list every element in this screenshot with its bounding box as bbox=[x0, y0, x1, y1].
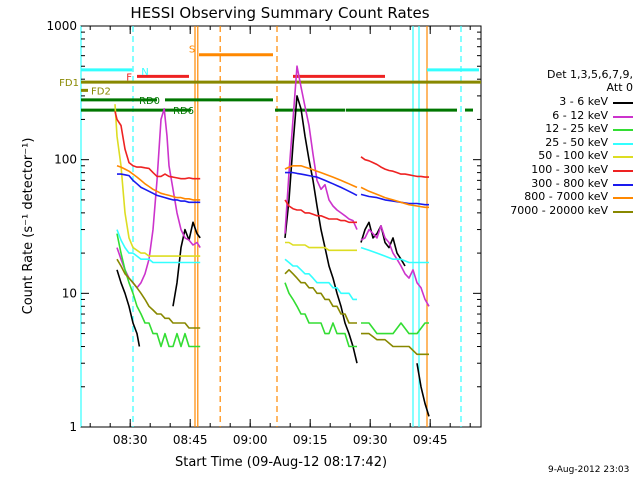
flag-label-fd1: FD1 bbox=[59, 78, 79, 89]
series-line-100_300keV bbox=[114, 111, 201, 180]
timestamp: 9-Aug-2012 23:03 bbox=[548, 465, 630, 475]
flag-bars: NF S FD1 FD2 RD0 RD6 bbox=[59, 45, 481, 117]
flag-label-fd2: FD2 bbox=[91, 86, 111, 97]
flag-label-rd6: RD6 bbox=[173, 106, 194, 117]
flag-label-f: F bbox=[126, 72, 132, 83]
series-line-12_25keV bbox=[361, 322, 429, 335]
series-line-300_800keV bbox=[117, 173, 201, 204]
x-tick-label: 09:00 bbox=[233, 433, 268, 447]
legend-label: 800 - 7000 keV bbox=[524, 190, 608, 204]
x-axis-label: Start Time (09-Aug-12 08:17:42) bbox=[175, 455, 387, 470]
series-line-100_300keV bbox=[284, 199, 357, 224]
legend-swatch bbox=[613, 183, 633, 186]
legend-swatch bbox=[613, 115, 633, 118]
series-line-50_100keV bbox=[114, 104, 201, 257]
legend-entry: 50 - 100 keV bbox=[480, 149, 633, 163]
y-axis-label: Count Rate (s⁻¹ detector⁻¹) bbox=[21, 138, 36, 315]
legend-label: 25 - 50 keV bbox=[545, 135, 608, 149]
series-line-800_7000keV bbox=[360, 186, 429, 209]
x-tick-label: 08:30 bbox=[113, 433, 148, 447]
legend-entry: 3 - 6 keV bbox=[480, 95, 633, 109]
series-line-100_300keV bbox=[360, 156, 429, 178]
series-line-3_6keV bbox=[172, 221, 201, 307]
y-tick-label: 10 bbox=[62, 286, 77, 300]
legend-swatch bbox=[613, 129, 633, 132]
series-line-300_800keV bbox=[285, 171, 358, 197]
series-line-7000_20000keV bbox=[361, 332, 429, 356]
legend-swatch bbox=[613, 142, 633, 145]
legend-label: 50 - 100 keV bbox=[538, 149, 608, 163]
y-tick-label: 1000 bbox=[46, 19, 77, 33]
legend-entry: 25 - 50 keV bbox=[480, 136, 633, 150]
series-line-6_12keV bbox=[360, 225, 430, 307]
series-line-50_100keV bbox=[285, 241, 357, 252]
series-group bbox=[114, 65, 430, 417]
series-line-25_50keV bbox=[360, 246, 429, 264]
series-line-3_6keV bbox=[116, 269, 141, 347]
legend-entry: 7000 - 20000 keV bbox=[480, 204, 633, 218]
flag-label-rd0: RD0 bbox=[139, 96, 160, 107]
series-line-7000_20000keV bbox=[116, 258, 201, 329]
legend-swatch bbox=[613, 197, 633, 200]
y-tick-label: 1 bbox=[69, 420, 77, 434]
series-line-800_7000keV bbox=[284, 165, 358, 189]
x-tick-label: 08:45 bbox=[173, 433, 208, 447]
series-line-25_50keV bbox=[116, 229, 201, 264]
chart-title: HESSI Observing Summary Count Rates bbox=[130, 4, 429, 22]
legend-label: 12 - 25 keV bbox=[545, 122, 608, 136]
flag-label-s: S bbox=[189, 45, 195, 56]
legend-swatch bbox=[613, 156, 633, 159]
legend-swatch bbox=[613, 170, 633, 172]
x-tick-label: 09:45 bbox=[413, 433, 448, 447]
series-line-3_6keV bbox=[284, 95, 358, 364]
series-line-7000_20000keV bbox=[284, 269, 357, 324]
legend-entry: 100 - 300 keV bbox=[480, 163, 633, 177]
legend-label: 3 - 6 keV bbox=[559, 95, 608, 108]
axes: 1 10 100 1000 08:30 08:45 09:00 09:15 09:30 09:45 bbox=[46, 19, 481, 447]
plot-area bbox=[80, 25, 482, 428]
series-line-800_7000keV bbox=[116, 165, 201, 201]
series-line-3_6keV bbox=[416, 363, 430, 417]
series-line-25_50keV bbox=[284, 258, 357, 301]
y-tick-label: 100 bbox=[54, 153, 77, 167]
legend-label: 6 - 12 keV bbox=[552, 108, 608, 122]
legend-entry: 300 - 800 keV bbox=[480, 177, 633, 191]
x-tick-label: 09:15 bbox=[293, 433, 328, 447]
legend-label: 300 - 800 keV bbox=[531, 176, 608, 190]
legend-swatch bbox=[613, 102, 633, 104]
legend-title-1: Det 1,3,5,6,7,9, bbox=[546, 68, 633, 81]
flag-label-n: N bbox=[141, 67, 148, 78]
legend-label: 7000 - 20000 keV bbox=[510, 203, 608, 217]
legend-entry: 800 - 7000 keV bbox=[480, 190, 633, 204]
legend-entry: 6 - 12 keV bbox=[480, 109, 633, 123]
time-markers bbox=[80, 26, 462, 427]
legend-entry: 12 - 25 keV bbox=[480, 122, 633, 136]
series-line-6_12keV bbox=[284, 65, 358, 234]
legend-title-2: Att 0 bbox=[606, 81, 633, 94]
series-line-12_25keV bbox=[284, 282, 357, 348]
series-line-12_25keV bbox=[116, 233, 201, 348]
legend-label: 100 - 300 keV bbox=[531, 163, 608, 176]
legend-swatch bbox=[613, 210, 633, 213]
x-tick-label: 09:30 bbox=[353, 433, 388, 447]
